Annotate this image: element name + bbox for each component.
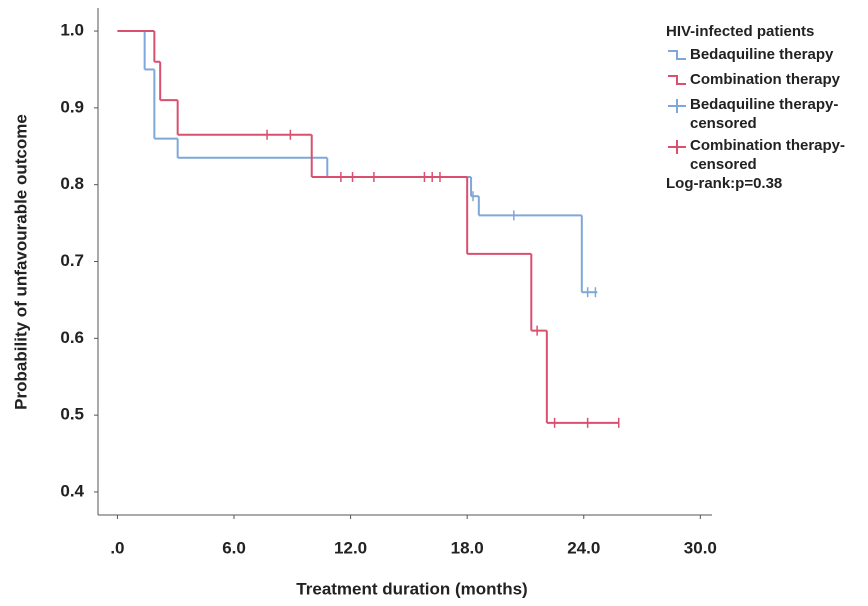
legend-swatch (668, 50, 686, 60)
x-tick-label: 6.0 (222, 538, 246, 557)
y-tick-label: 0.4 (60, 481, 84, 500)
legend-label: Combination therapy-censored (690, 137, 846, 173)
x-tick-label: 24.0 (567, 538, 600, 557)
legend-item: Bedaquiline therapy (666, 45, 856, 67)
x-tick-label: 18.0 (451, 538, 484, 557)
annotation: Log-rank:p=0.38 (666, 175, 783, 192)
legend-item: Combination therapy-censored (666, 136, 856, 174)
y-tick-label: 0.5 (60, 405, 84, 424)
legend-label: Combination therapy (690, 71, 841, 88)
y-tick-label: 0.8 (60, 174, 84, 193)
legend-item: Combination therapy (666, 70, 856, 92)
y-axis-label: Probability of unfavourable outcome (11, 114, 30, 410)
legend-swatch (668, 99, 686, 113)
x-tick-label: 30.0 (684, 538, 717, 557)
y-tick-label: 0.7 (60, 251, 84, 270)
legend-item: Bedaquiline therapy-censored (666, 95, 856, 133)
x-axis-label: Treatment duration (months) (296, 579, 527, 598)
x-tick-label: .0 (110, 538, 124, 557)
legend-title: HIV-infected patients (666, 23, 815, 40)
legend-swatch (668, 140, 686, 154)
legend: HIV-infected patients Bedaquiline therap… (666, 22, 856, 194)
y-tick-label: 0.6 (60, 328, 84, 347)
y-tick-label: 0.9 (60, 97, 84, 116)
legend-swatch (668, 75, 686, 85)
y-tick-label: 1.0 (60, 21, 84, 40)
legend-label: Bedaquiline therapy-censored (690, 96, 839, 132)
legend-label: Bedaquiline therapy (690, 46, 834, 63)
legend-items: Bedaquiline therapy Combination therapy Be… (666, 45, 856, 174)
x-tick-label: 12.0 (334, 538, 367, 557)
